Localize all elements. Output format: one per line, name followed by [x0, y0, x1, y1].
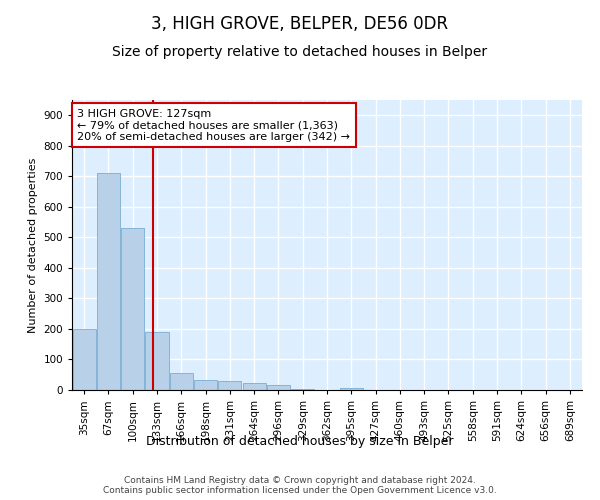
Bar [218, 382, 241, 390]
Bar [170, 373, 193, 390]
Text: Contains HM Land Registry data © Crown copyright and database right 2024.
Contai: Contains HM Land Registry data © Crown c… [103, 476, 497, 495]
Bar [340, 388, 363, 390]
Text: Distribution of detached houses by size in Belper: Distribution of detached houses by size … [146, 435, 454, 448]
Bar [194, 380, 217, 390]
Bar [242, 382, 266, 390]
Bar [291, 389, 314, 390]
Y-axis label: Number of detached properties: Number of detached properties [28, 158, 38, 332]
Text: 3, HIGH GROVE, BELPER, DE56 0DR: 3, HIGH GROVE, BELPER, DE56 0DR [151, 15, 449, 33]
Text: Size of property relative to detached houses in Belper: Size of property relative to detached ho… [112, 45, 488, 59]
Bar [73, 329, 95, 390]
Bar [121, 228, 144, 390]
Text: 3 HIGH GROVE: 127sqm
← 79% of detached houses are smaller (1,363)
20% of semi-de: 3 HIGH GROVE: 127sqm ← 79% of detached h… [77, 108, 350, 142]
Bar [267, 384, 290, 390]
Bar [97, 174, 120, 390]
Bar [145, 332, 169, 390]
